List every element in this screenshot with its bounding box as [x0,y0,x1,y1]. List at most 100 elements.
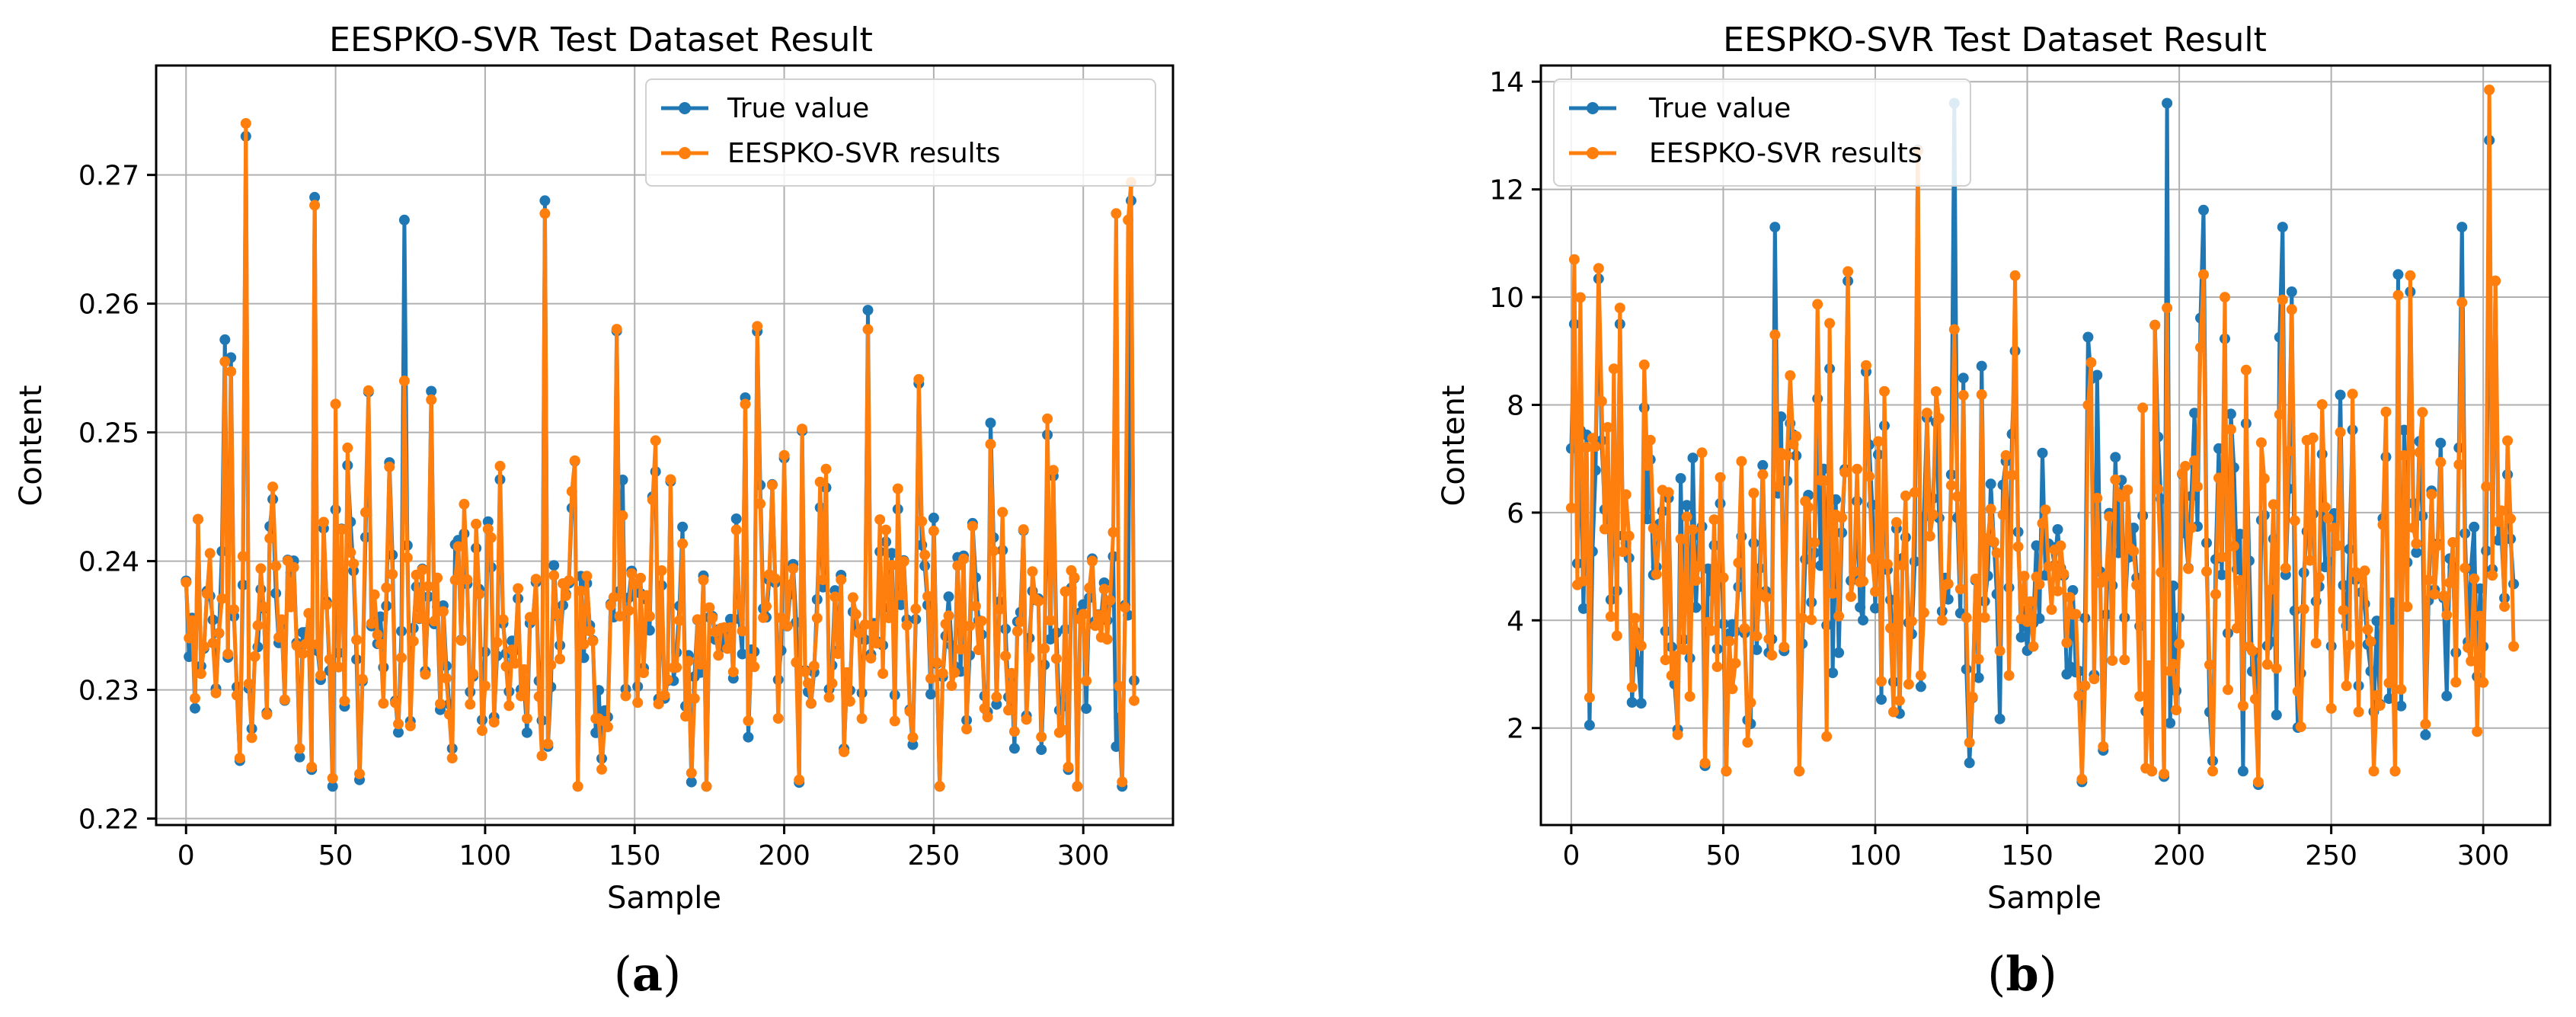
panel-a-true-point [393,727,404,738]
panel-b-pred-point [1794,766,1805,777]
panel-b-pred-point [2225,424,2236,435]
panel-b-pred-point [1727,683,1738,695]
panel-b-pred-point [1961,612,1972,623]
panel-a-pred-point [414,612,425,624]
panel-a-pred-point [1087,555,1098,567]
panel-a-pred-point [973,644,984,656]
panel-a-pred-point [435,698,446,709]
panel-a-pred-point [190,692,200,704]
panel-a-pred-point [1059,586,1071,597]
panel-a-pred-point [398,376,410,386]
panel-a-true-point [190,702,200,714]
panel-b-pred-point [1930,386,1942,397]
panel-a-pred-point [970,600,981,612]
panel-b-pred-point [2487,570,2498,581]
panel-b-pred-point [1745,697,1756,708]
panel-b-x-tick-label: 200 [2153,840,2206,871]
panel-a-pred-point [674,615,686,626]
panel-a-pred-point [216,593,228,604]
panel-b-pred-point [2210,589,2221,600]
panel-a-pred-point [366,618,377,629]
panel-b-true-point [2225,408,2236,420]
panel-b-pred-point [2037,518,2048,529]
panel-b-legend-true-marker [1587,102,1599,114]
panel-b-true-point [1958,373,1969,384]
panel-a-pred-point [279,694,290,705]
panel-b-pred-point [1894,695,1905,706]
panel-a-pred-point [303,608,315,619]
panel-a-pred-point [1078,609,1089,620]
panel-b-pred-point [2064,592,2076,603]
panel-a-pred-point [650,435,661,446]
panel-a-pred-point [1081,675,1092,686]
panel-a-pred-point [641,590,652,601]
panel-a-pred-point [396,652,407,664]
panel-b-pred-point [2240,364,2252,376]
panel-b-pred-point [1864,471,1874,482]
panel-a-pred-point [584,625,596,637]
panel-a-pred-point [249,651,260,662]
panel-b-pred-point [2463,642,2474,654]
panel-a-pred-point [510,657,521,669]
panel-a-pred-point [297,648,308,660]
panel-b-pred-point [2295,721,2306,733]
panel-b-pred-point [1973,654,1984,665]
panel-b-pred-point [2411,538,2422,549]
panel-a-pred-point [339,696,350,707]
panel-b-pred-point [1672,729,1683,740]
panel-b-true-point [2435,437,2447,449]
panel-b-true-point [2234,529,2245,540]
panel-a-pred-point [850,609,861,620]
panel-a-pred-point [219,356,231,367]
panel-b-true-point [2392,269,2404,280]
panel-b-pred-point [1651,568,1662,580]
panel-b-pred-point [2089,673,2100,685]
panel-a-pred-point [919,549,931,561]
panel-a-pred-point [507,644,518,656]
panel-a-x-tick-label: 50 [318,840,353,871]
panel-b-pred-point [1900,490,1911,501]
panel-b-pred-point [1927,509,1938,520]
panel-b-pred-point [2061,637,2073,648]
panel-b-pred-point [2395,683,2407,695]
panel-a-pred-point [321,599,332,610]
panel-a-true-point [219,334,231,345]
panel-a-pred-point [459,498,470,510]
panel-b-pred-point [1605,611,1616,622]
panel-a-pred-point [521,713,532,724]
panel-b-pred-point [2271,663,2282,674]
panel-a-pred-point [772,713,784,724]
panel-a-pred-point [465,699,476,710]
panel-b-pred-point [1733,557,1744,568]
panel-a-pred-point [740,398,751,410]
panel-b-true-point [2082,331,2094,343]
panel-a-pred-point [785,579,796,590]
panel-a-pred-point [775,612,787,623]
panel-b-pred-point [1809,537,1820,548]
panel-b-true-point [1635,698,1647,709]
panel-b-pred-point [2450,676,2462,688]
panel-b-pred-point [1821,731,1833,742]
panel-a-pred-point [701,781,712,792]
panel-a-pred-point [647,494,658,506]
panel-b-pred-point [1997,509,2009,520]
panel-b-pred-point [1833,610,1845,622]
panel-a-pred-point [805,698,817,709]
panel-a-pred-point [1006,667,1017,679]
panel-b-pred-point [2362,624,2373,635]
panel-b-pred-point [2335,427,2346,438]
panel-b-pred-point [2201,566,2212,577]
panel-a-pred-point [859,619,871,630]
panel-a-pred-point [261,708,273,720]
panel-b-pred-point [1867,553,1878,564]
panel-b-true-point [1876,694,1887,705]
panel-b-x-tick-label: 0 [1562,840,1580,871]
panel-b-x-tick-label: 250 [2305,840,2357,871]
panel-a-pred-point [1101,634,1113,645]
panel-b-pred-point [1976,389,1987,400]
panel-a-true-point [928,512,939,523]
panel-b-pred-point [2353,706,2364,718]
panel-b-pred-point [2040,504,2051,516]
panel-a-pred-point [548,570,560,581]
panel-a-pred-point [865,653,877,664]
